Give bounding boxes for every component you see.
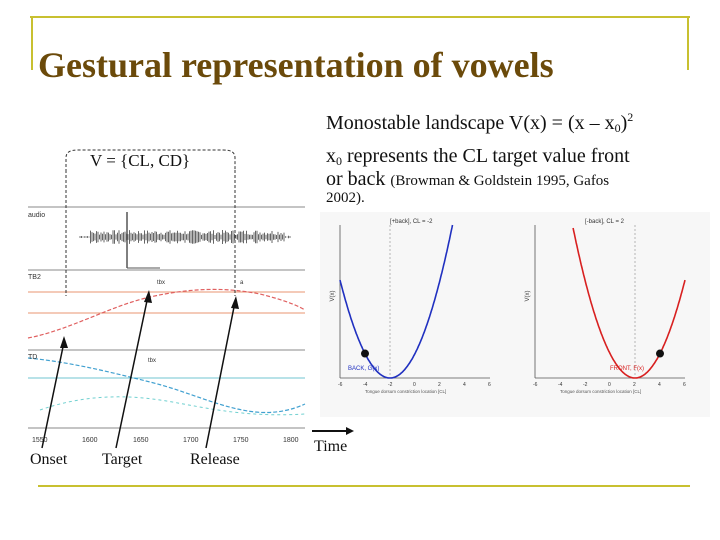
time-arrowhead: [346, 427, 354, 435]
release-arrowhead: [231, 296, 239, 309]
represents-citation: (Browman & Goldstein 1995, Gafos: [390, 173, 610, 189]
annotation-tbx: tbx: [148, 358, 156, 364]
landscape-curve: [339, 224, 454, 379]
onset-arrow: [41, 341, 65, 449]
audio-waveform-trace: [79, 230, 291, 244]
target-arrow: [115, 295, 149, 449]
represents-x: x: [326, 145, 336, 167]
x-tick: 1550: [32, 437, 48, 444]
landscape-x-tick: 2: [633, 382, 636, 388]
landscape-panel-title: [-back], CL = 2: [585, 219, 625, 225]
landscape-xlabel: Tongue dorsum constriction location [CL]: [365, 389, 446, 394]
target-arrowhead: [144, 290, 152, 303]
landscape-curve: [572, 227, 686, 379]
track-label-tb2: TB2: [28, 274, 41, 281]
onset-arrowhead: [60, 336, 68, 348]
x-tick: 1700: [183, 437, 199, 444]
landscape-equation-prefix: Monostable landscape V(x) = (x – x: [326, 112, 615, 134]
x-tick: 1650: [133, 437, 149, 444]
landscape-ylabel: V(x): [525, 291, 531, 302]
landscape-ylabel: V(x): [330, 291, 336, 302]
represents-sub: 0: [336, 154, 342, 168]
landscape-x-tick: 6: [683, 382, 686, 388]
phase-label-onset: Onset: [30, 451, 68, 468]
landscape-ball: [656, 349, 664, 358]
landscape-equation-sup: 2: [627, 110, 634, 124]
landscape-x-tick: 0: [413, 382, 416, 388]
phase-label-release: Release: [190, 451, 240, 468]
landscape-x-tick: 4: [463, 382, 466, 388]
x-tick: 1750: [233, 437, 249, 444]
represents-line-3: 2002).: [326, 190, 365, 206]
annotation-a: a: [240, 280, 244, 286]
landscape-panels: [+back], CL = -2 V(x) BACK, G(x) -6 -4 -2 0 2 4 6…: [320, 212, 710, 417]
vector-label: V = {CL, CD}: [90, 151, 191, 170]
time-label: Time: [314, 438, 348, 455]
landscape-panel-background: [320, 212, 710, 417]
landscape-x-tick: -2: [583, 382, 588, 388]
landscape-x-tick: -4: [363, 382, 368, 388]
x-tick: 1800: [283, 437, 299, 444]
track-label-audio: audio: [28, 212, 45, 219]
vector-bracket: [65, 149, 236, 172]
landscape-x-tick: 0: [608, 382, 611, 388]
slide-title: Gestural representation of vowels: [38, 45, 554, 85]
landscape-x-tick: -6: [533, 382, 538, 388]
landscape-x-tick: -4: [558, 382, 563, 388]
landscape-panel-back: [+back], CL = -2 V(x) BACK, G(x) -6 -4 -2 0 2 4 6…: [330, 219, 491, 394]
represents-line2-big: or back: [326, 168, 391, 190]
td-trajectory-lower: [39, 396, 306, 416]
landscape-x-tick: 2: [438, 382, 441, 388]
landscape-x-tick: -6: [338, 382, 343, 388]
represents-line1-rest: represents the CL target value front: [342, 145, 630, 167]
trajectory-panel: audio TB2 TD tbx tbx a 1550 1600 1650 17…: [27, 170, 306, 444]
landscape-x-tick: -2: [388, 382, 393, 388]
landscape-panel-front: [-back], CL = 2 V(x) FRONT, F(x) -6 -4 -2 0 2 4 6…: [525, 219, 686, 394]
landscape-panel-title: [+back], CL = -2: [390, 219, 433, 225]
td-trajectory: [27, 357, 306, 414]
landscape-legend: BACK, G(x): [348, 366, 379, 372]
track-label-td: TD: [28, 354, 37, 361]
landscape-equation: Monostable landscape V(x) = (x – x0)2: [326, 110, 633, 136]
landscape-x-tick: 6: [488, 382, 491, 388]
audio-waveform: [79, 230, 291, 244]
release-arrow: [205, 301, 236, 449]
landscape-ball: [361, 349, 369, 358]
phase-label-target: Target: [102, 451, 143, 468]
represents-line-2: or back (Browman & Goldstein 1995, Gafos: [326, 168, 609, 191]
landscape-x-tick: 4: [658, 382, 661, 388]
landscape-equation-close: ): [620, 112, 628, 134]
annotation-tbx: tbx: [157, 280, 165, 286]
x-tick: 1600: [82, 437, 98, 444]
phase-arrows: [41, 290, 239, 449]
landscape-equation-sub: 0: [614, 121, 621, 135]
tb2-trajectory: [27, 288, 306, 339]
landscape-legend: FRONT, F(x): [610, 366, 644, 372]
landscape-xlabel: Tongue dorsum constriction location [CL]: [560, 389, 641, 394]
represents-line-1: x0 represents the CL target value front: [326, 145, 630, 169]
